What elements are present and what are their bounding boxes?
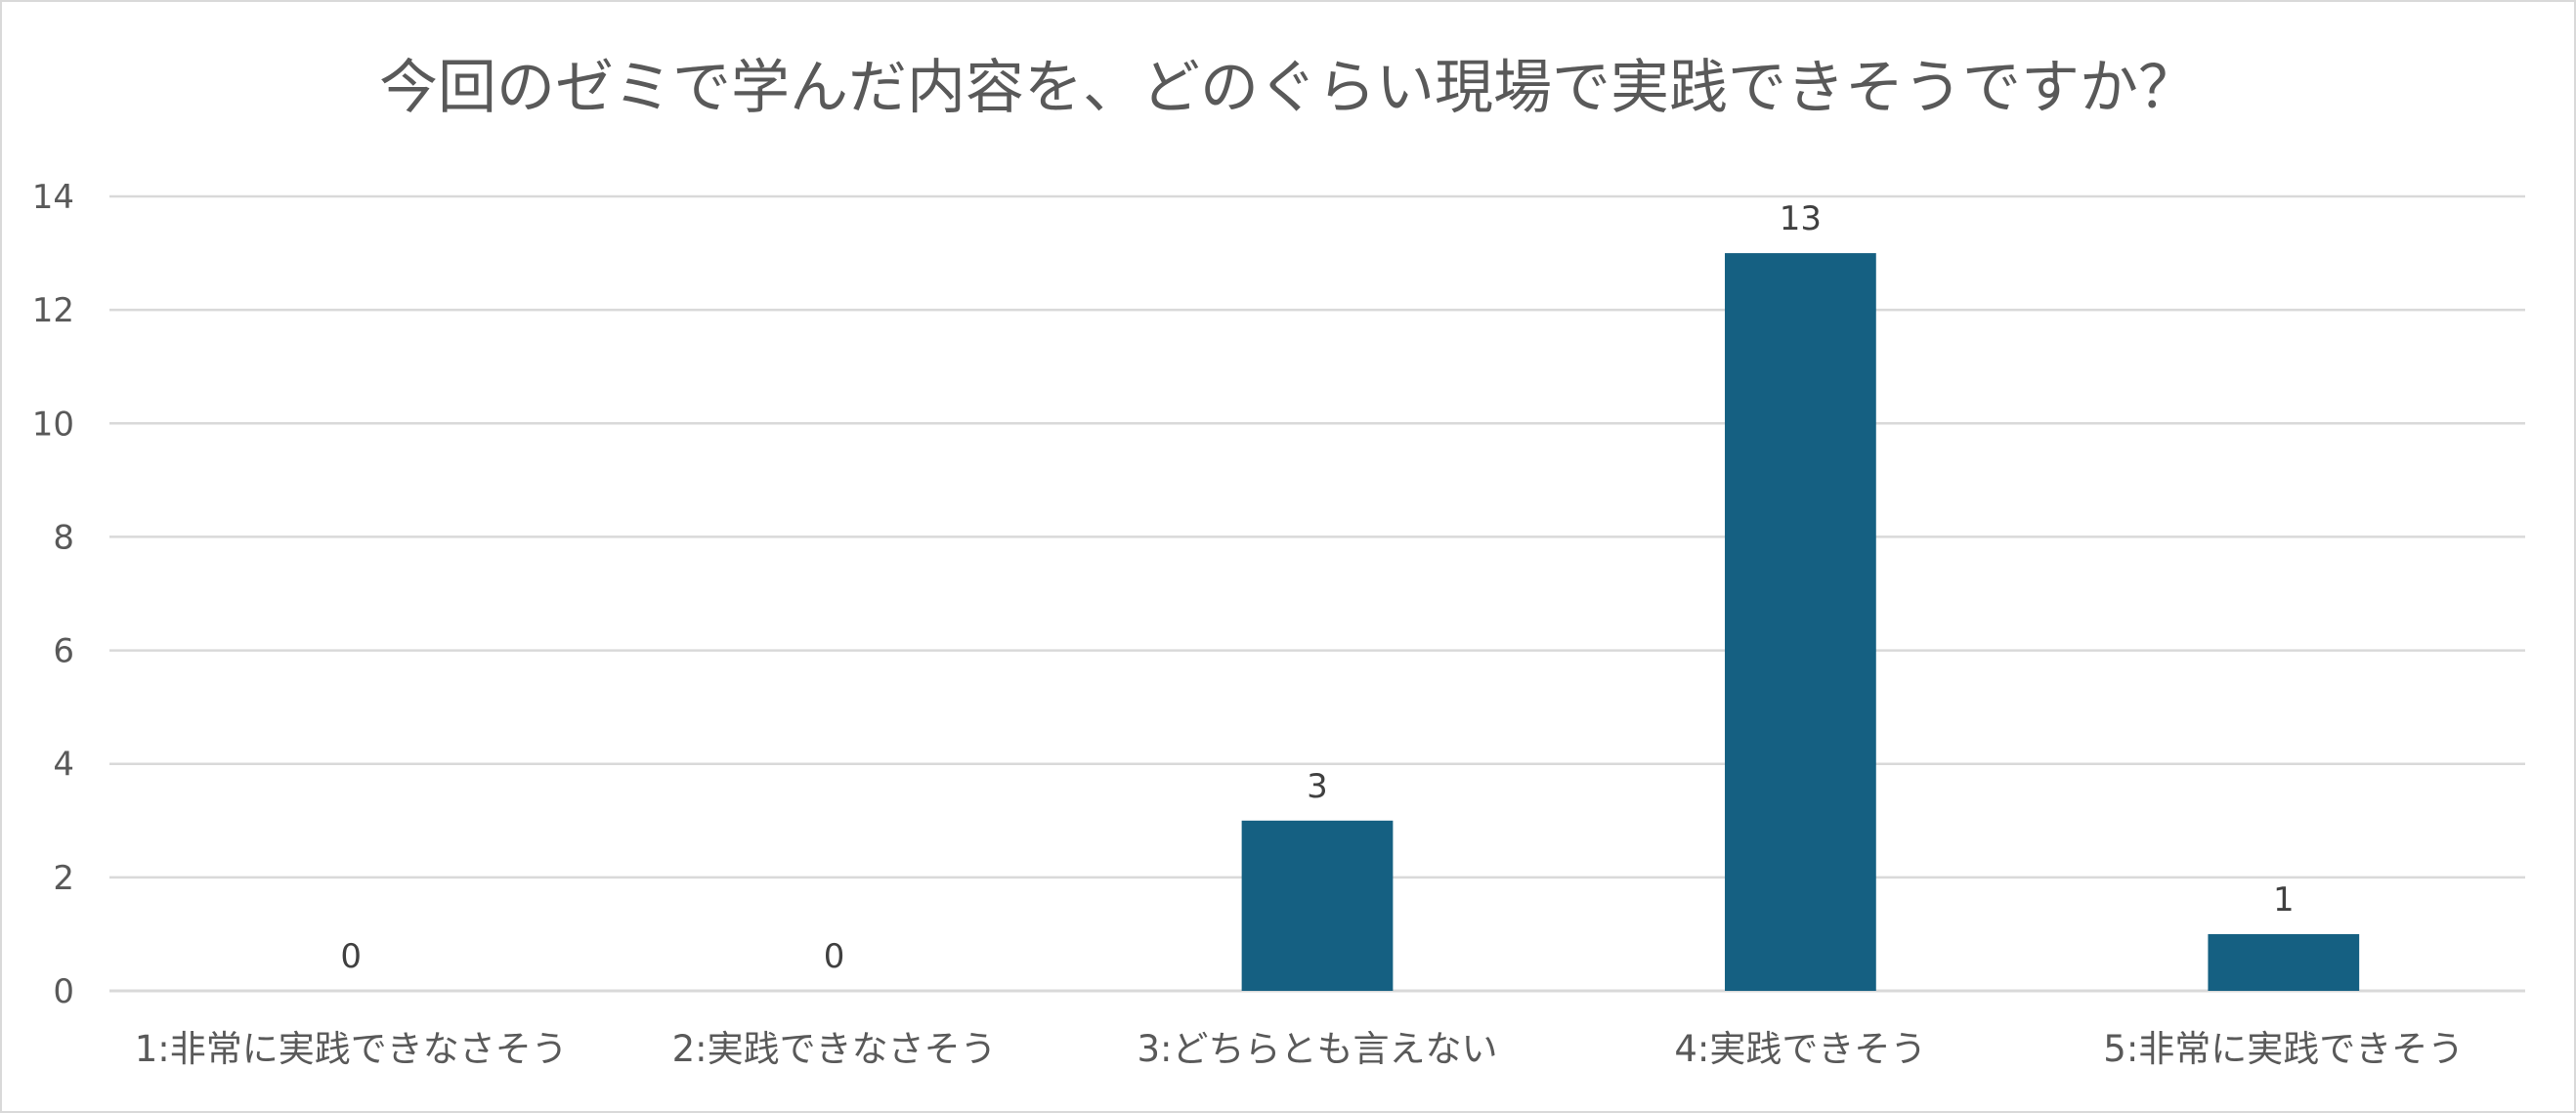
data-label: 13 — [1780, 199, 1822, 238]
x-tick-label: 2:実践できなさそう — [672, 1028, 997, 1070]
data-label: 1 — [2273, 880, 2295, 920]
y-tick-label: 6 — [53, 632, 74, 671]
x-tick-label: 3:どちらとも言えない — [1137, 1028, 1497, 1070]
gridlines — [109, 194, 2525, 993]
y-tick-label: 2 — [53, 859, 74, 898]
chart-title: 今回のゼミで学んだ内容を、どのぐらい現場で実践できそうですか？ — [379, 54, 2197, 122]
bar — [1241, 820, 1394, 991]
x-tick-label: 1:非常に実践できなさそう — [135, 1028, 568, 1070]
y-tick-label: 12 — [32, 291, 74, 330]
y-tick-label: 14 — [32, 178, 74, 217]
data-label: 3 — [1307, 767, 1328, 806]
bar — [2208, 933, 2360, 991]
data-label: 0 — [340, 937, 362, 976]
bars — [1241, 253, 2360, 992]
y-axis-ticks: 0 2 4 6 8 10 12 14 — [32, 178, 74, 1011]
y-tick-label: 0 — [53, 972, 74, 1011]
x-tick-label: 5:非常に実践できそう — [2103, 1028, 2464, 1070]
bar — [1725, 253, 1876, 992]
y-tick-label: 4 — [53, 746, 74, 785]
data-labels: 0 0 3 13 1 — [340, 199, 2294, 976]
data-label: 0 — [824, 937, 845, 976]
y-tick-label: 8 — [53, 518, 74, 557]
y-tick-label: 10 — [32, 405, 74, 444]
x-axis-ticks: 1:非常に実践できなさそう 2:実践できなさそう 3:どちらとも言えない 4:実践でき… — [135, 1028, 2465, 1070]
x-tick-label: 4:実践できそう — [1674, 1028, 1926, 1070]
